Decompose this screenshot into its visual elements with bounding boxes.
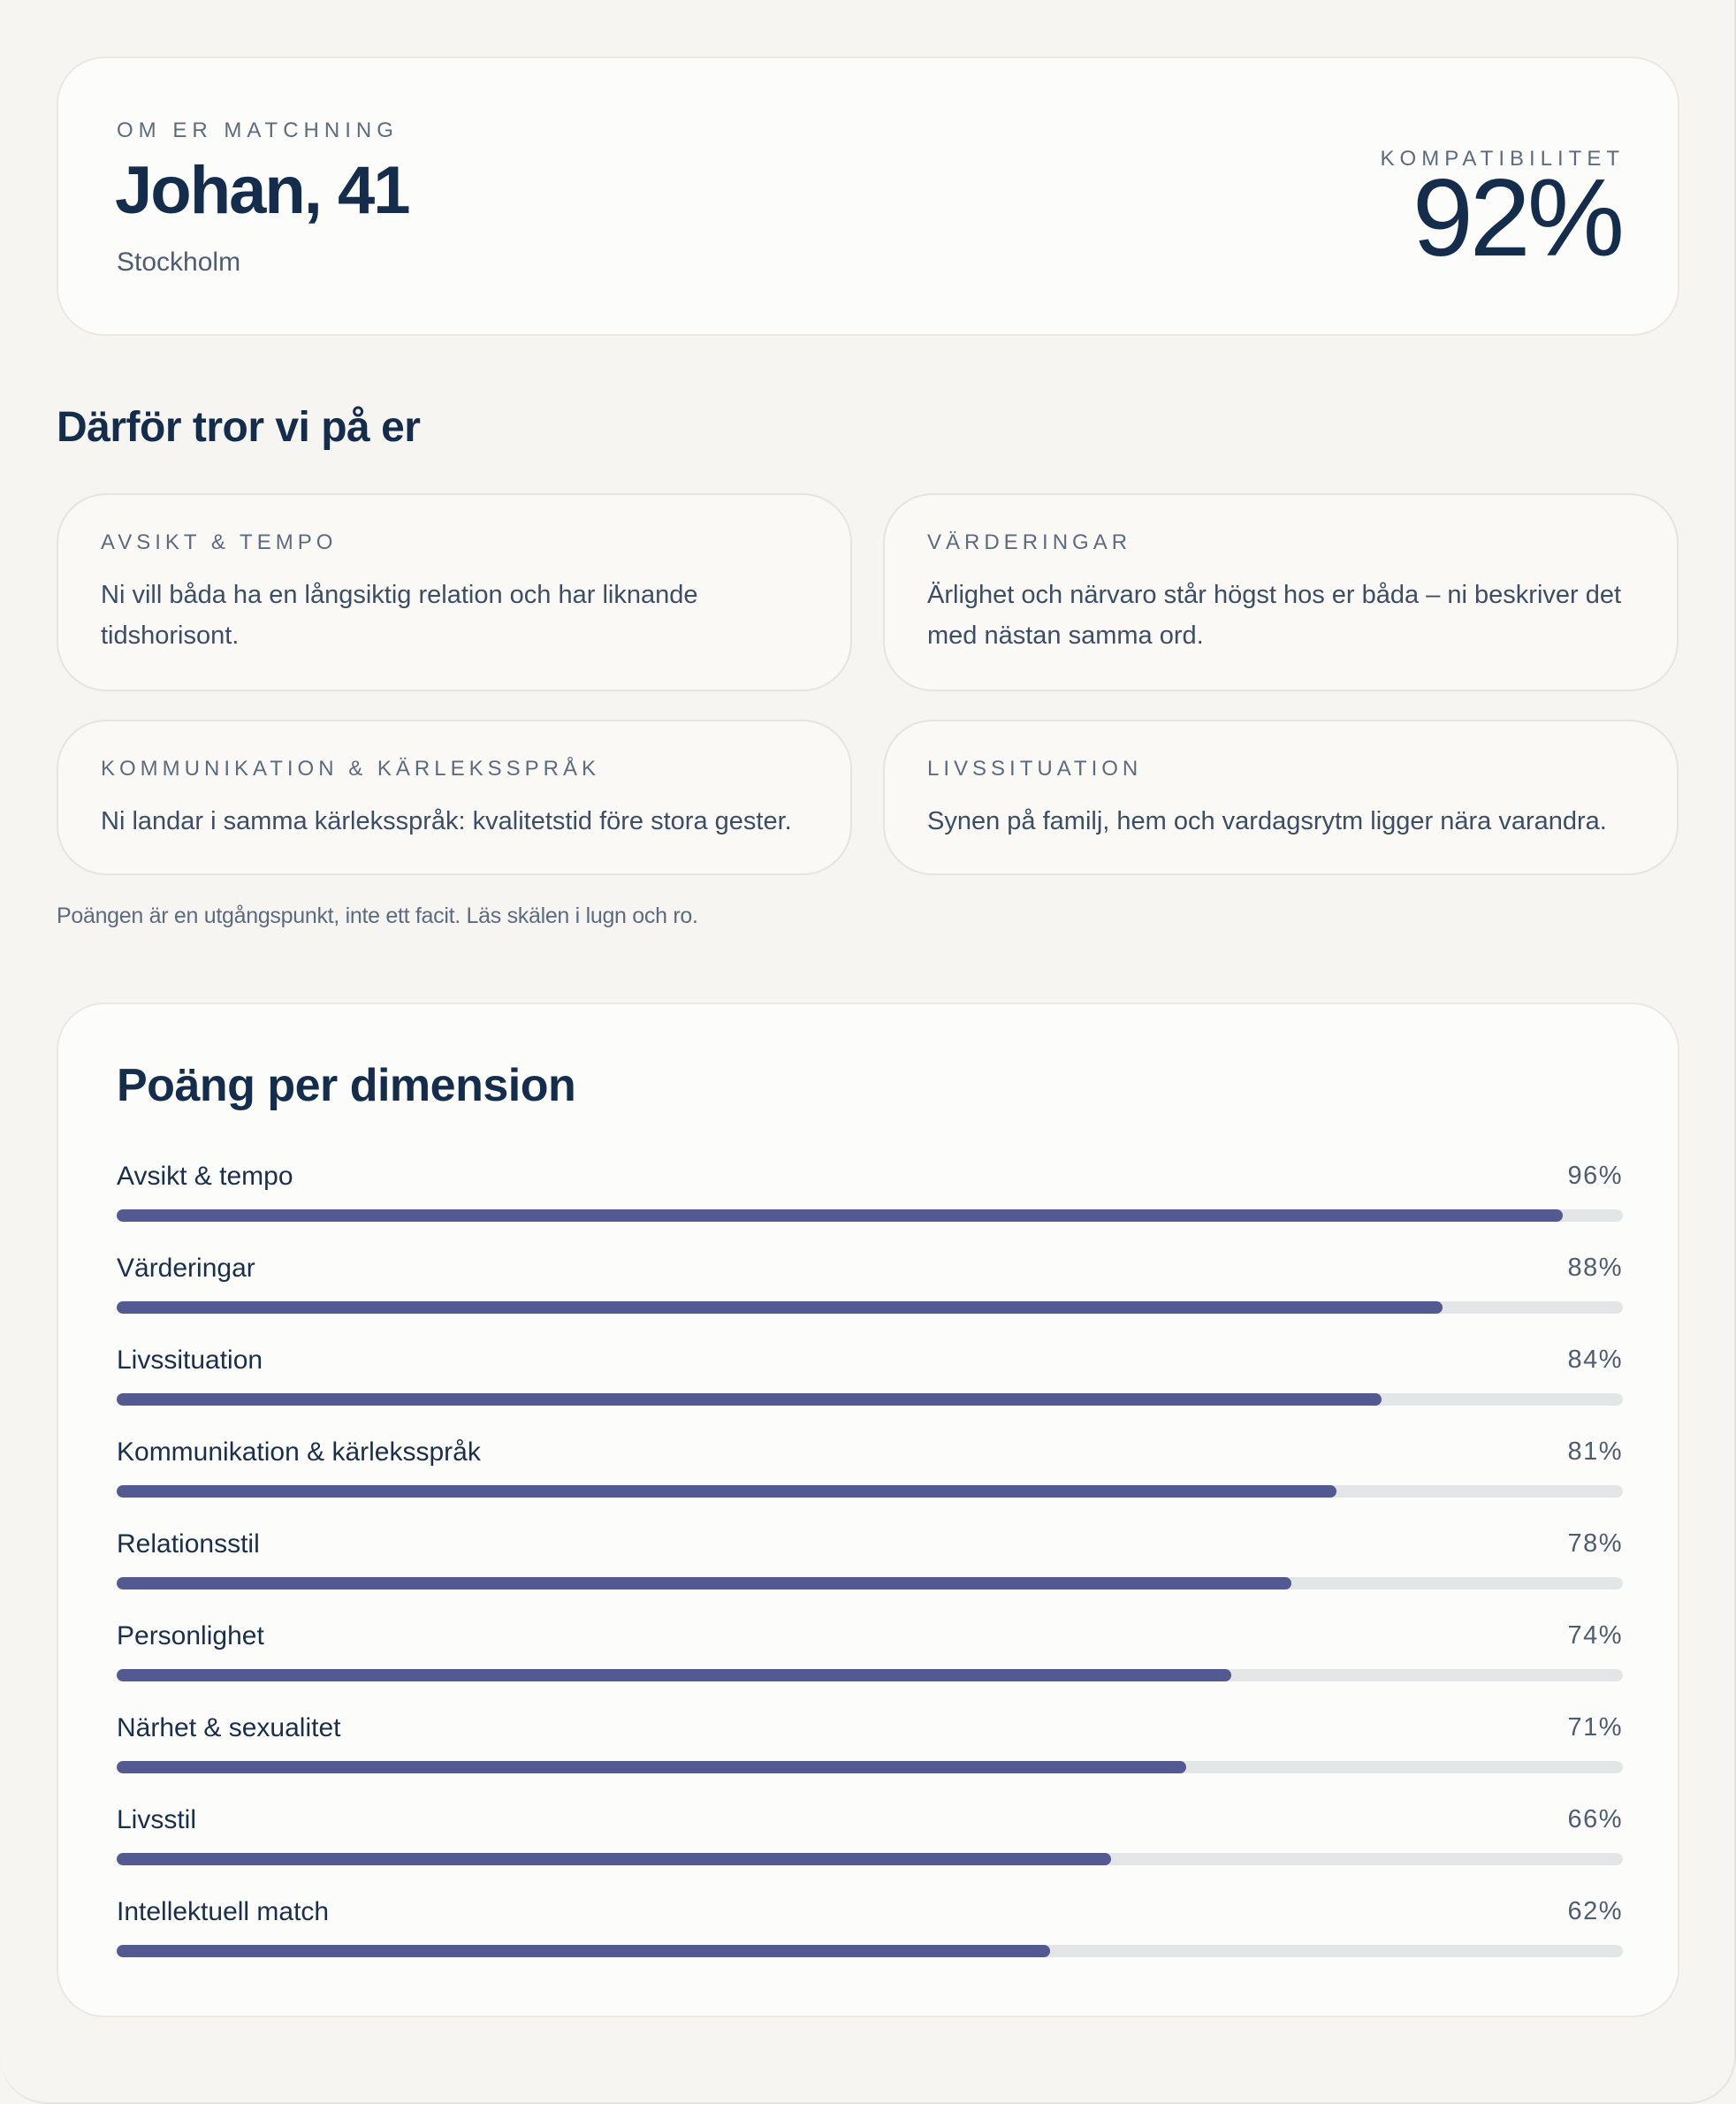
score-value: 66% <box>1567 1805 1623 1833</box>
score-bar-fill <box>117 1485 1337 1498</box>
reason-text: Ni landar i samma kärleksspråk: kvalitet… <box>101 807 792 835</box>
score-bar-track <box>117 1485 1623 1498</box>
score-value: 78% <box>1567 1529 1623 1558</box>
score-bar-track <box>117 1577 1623 1589</box>
score-label: Avsikt & tempo <box>117 1162 293 1191</box>
score-bar-fill <box>117 1209 1563 1222</box>
score-row: Livsstil 66% <box>117 1805 1623 1897</box>
score-row: Värderingar 88% <box>117 1254 1623 1345</box>
compatibility-value: 92% <box>1412 157 1625 279</box>
score-bar-fill <box>117 1301 1443 1314</box>
score-value: 62% <box>1567 1897 1623 1925</box>
reason-text: Synen på familj, hem och vardagsrytm lig… <box>927 807 1607 835</box>
reasons-heading: Därför tror vi på er <box>57 404 421 451</box>
reason-label: VÄRDERINGAR <box>927 530 1132 554</box>
score-bar-track <box>117 1761 1623 1773</box>
score-bar-fill <box>117 1761 1186 1773</box>
score-row: Livssituation 84% <box>117 1345 1623 1437</box>
score-row: Intellektuell match 62% <box>117 1897 1623 1989</box>
match-name-age: Johan, 41 <box>115 153 411 228</box>
score-card-title: Poäng per dimension <box>117 1060 576 1111</box>
score-bar-fill <box>117 1853 1111 1865</box>
score-value: 96% <box>1567 1162 1623 1190</box>
score-bar-track <box>117 1209 1623 1222</box>
match-eyebrow: OM ER MATCHNING <box>117 118 399 142</box>
score-label: Närhet & sexualitet <box>117 1713 341 1742</box>
score-value: 84% <box>1567 1345 1623 1374</box>
match-city: Stockholm <box>117 248 241 277</box>
score-value: 88% <box>1567 1254 1623 1282</box>
score-bar-track <box>117 1853 1623 1865</box>
score-label: Kommunikation & kärleksspråk <box>117 1437 481 1467</box>
score-bar-fill <box>117 1669 1231 1681</box>
score-value: 71% <box>1567 1713 1623 1742</box>
score-bar-track <box>117 1393 1623 1406</box>
score-label: Livsstil <box>117 1805 197 1834</box>
score-disclaimer: Poängen är en utgångspunkt, inte ett fac… <box>57 903 698 928</box>
reason-card-intent: AVSIKT & TEMPO Ni vill båda ha en långsi… <box>57 493 852 691</box>
score-label: Relationsstil <box>117 1529 260 1559</box>
reason-text: Ni vill båda ha en långsiktig relation o… <box>101 581 698 650</box>
score-row: Kommunikation & kärleksspråk 81% <box>117 1437 1623 1529</box>
compatibility-label: KOMPATIBILITET <box>1380 147 1625 171</box>
reason-label: LIVSSITUATION <box>927 757 1143 781</box>
score-row: Närhet & sexualitet 71% <box>117 1713 1623 1805</box>
score-bar-track <box>117 1669 1623 1681</box>
score-bar-fill <box>117 1393 1382 1406</box>
compatibility-block: KOMPATIBILITET 92% <box>1381 147 1625 279</box>
score-bar-fill <box>117 1577 1292 1589</box>
score-value: 74% <box>1567 1621 1623 1650</box>
score-value: 81% <box>1567 1437 1623 1466</box>
score-row: Relationsstil 78% <box>117 1529 1623 1621</box>
score-list: Avsikt & tempo 96% Värderingar 88% Livssitua… <box>117 1162 1623 1989</box>
reason-card-life-situation: LIVSSITUATION Synen på familj, hem och v… <box>883 720 1679 875</box>
score-per-dimension-card: Poäng per dimension Avsikt & tempo 96% Vär… <box>57 1002 1679 2017</box>
score-bar-fill <box>117 1945 1051 1957</box>
score-row: Avsikt & tempo 96% <box>117 1162 1623 1254</box>
score-label: Personlighet <box>117 1621 264 1650</box>
score-bar-track <box>117 1301 1623 1314</box>
reason-text: Ärlighet och närvaro står högst hos er b… <box>927 581 1622 650</box>
reason-label: KOMMUNIKATION & KÄRLEKSSPRÅK <box>101 757 600 781</box>
score-label: Intellektuell match <box>117 1897 330 1926</box>
score-bar-track <box>117 1945 1623 1957</box>
score-label: Värderingar <box>117 1254 255 1283</box>
match-summary-card: OM ER MATCHNING Johan, 41 Stockholm KOMP… <box>57 57 1679 336</box>
reason-card-values: VÄRDERINGAR Ärlighet och närvaro står hö… <box>883 493 1679 691</box>
score-label: Livssituation <box>117 1345 263 1375</box>
reason-label: AVSIKT & TEMPO <box>101 530 338 554</box>
reason-card-communication: KOMMUNIKATION & KÄRLEKSSPRÅK Ni landar i… <box>57 720 852 875</box>
score-row: Personlighet 74% <box>117 1621 1623 1713</box>
